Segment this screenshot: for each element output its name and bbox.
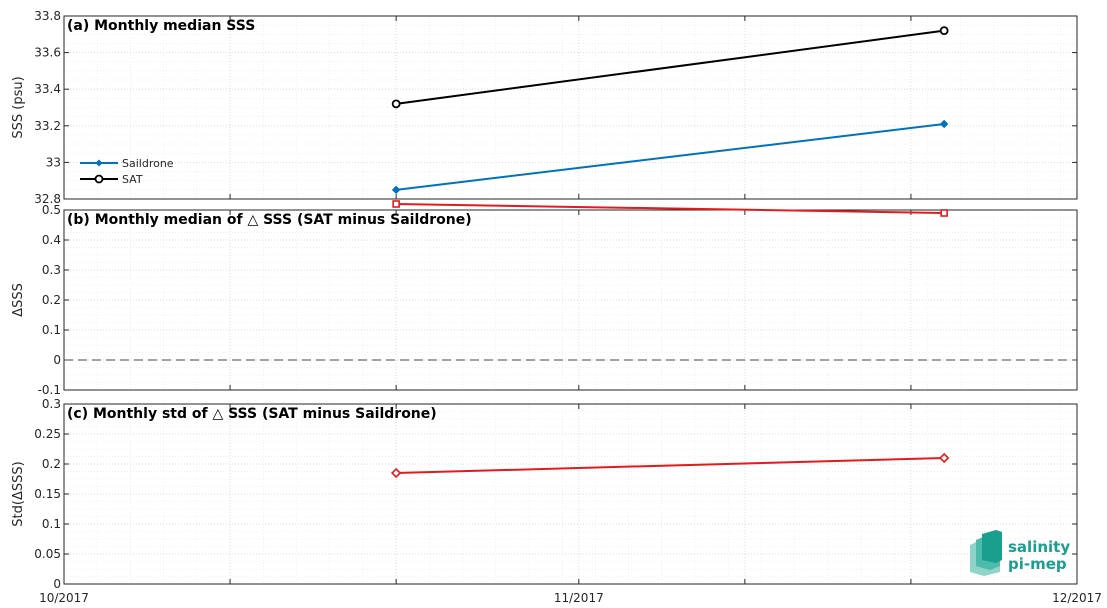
- y-tick-label: 0.4: [42, 233, 61, 247]
- panel-a: 32.8 33 33.2 33.4 33.6 33.8 (a) Monthly median…: [11, 9, 1078, 206]
- series-line-delta: [396, 203, 945, 214]
- data-point: [392, 200, 400, 208]
- axes-box: [63, 209, 1078, 391]
- y-axis-label: Std(ΔSSS): [11, 461, 26, 526]
- data-point: [391, 99, 401, 109]
- y-tick-label: 33: [46, 155, 61, 169]
- data-point: [940, 209, 948, 217]
- series-line-sat: [395, 29, 945, 105]
- y-tick-label: 0: [53, 577, 61, 591]
- y-tick-label: 0.1: [42, 323, 61, 337]
- data-point: [391, 185, 401, 195]
- series-line-delta: [396, 457, 945, 474]
- legend-marker: [95, 159, 103, 167]
- y-tick-label: 0.25: [34, 427, 61, 441]
- legend-label: Saildrone: [122, 157, 174, 170]
- logo-text-line2: pi-mep: [1008, 555, 1067, 573]
- legend-label: SAT: [122, 173, 143, 186]
- panel-title: (c) Monthly std of △ SSS (SAT minus Sail…: [67, 406, 437, 422]
- y-axis-label: SSS (psu): [11, 76, 26, 138]
- y-tick-label: 33.2: [34, 119, 61, 133]
- panel-b: -0.1 0 0.1 0.2 0.3 0.4 0.5 (b) Monthly median o…: [11, 200, 1078, 397]
- y-tick-label: 0.3: [42, 263, 61, 277]
- axes-box: [63, 403, 1078, 585]
- y-tick-label: 0.2: [42, 293, 61, 307]
- x-tick-label: 12/2017: [1052, 591, 1102, 605]
- y-tick-label: 0.1: [42, 517, 61, 531]
- data-point: [939, 119, 949, 129]
- y-tick-label: 33.8: [34, 9, 61, 23]
- series-line-saildrone: [396, 122, 945, 191]
- x-axis: 10/2017 11/2017 12/2017: [39, 591, 1102, 605]
- y-tick-label: 32.8: [34, 192, 61, 206]
- axes-box: [63, 15, 1078, 200]
- y-tick-label: 0.15: [34, 487, 61, 501]
- panel-title: (b) Monthly median of △ SSS (SAT minus S…: [67, 212, 472, 228]
- y-tick-label: 0.2: [42, 457, 61, 471]
- y-tick-label: 33.6: [34, 46, 61, 60]
- legend-marker: [94, 174, 104, 184]
- data-point: [939, 26, 949, 36]
- x-tick-label: 10/2017: [39, 591, 89, 605]
- logo-text-line1: salinity: [1008, 538, 1070, 556]
- y-tick-label: -0.1: [38, 383, 61, 397]
- panel-c: 0 0.05 0.1 0.15 0.2 0.25 0.3 (c) Monthly std of…: [11, 397, 1078, 591]
- y-tick-label: 33.4: [34, 82, 61, 96]
- logo-mark: [982, 530, 1002, 563]
- y-tick-label: 0.3: [42, 397, 61, 411]
- legend: Saildrone SAT: [80, 157, 174, 186]
- data-point: [390, 467, 402, 479]
- panel-title: (a) Monthly median SSS: [67, 18, 255, 34]
- data-point: [939, 452, 950, 464]
- x-tick-label: 11/2017: [554, 591, 604, 605]
- y-tick-label: 0.5: [42, 203, 61, 217]
- y-tick-label: 0.05: [34, 547, 61, 561]
- y-tick-label: 0: [53, 353, 61, 367]
- y-axis-label: ΔSSS: [11, 283, 26, 317]
